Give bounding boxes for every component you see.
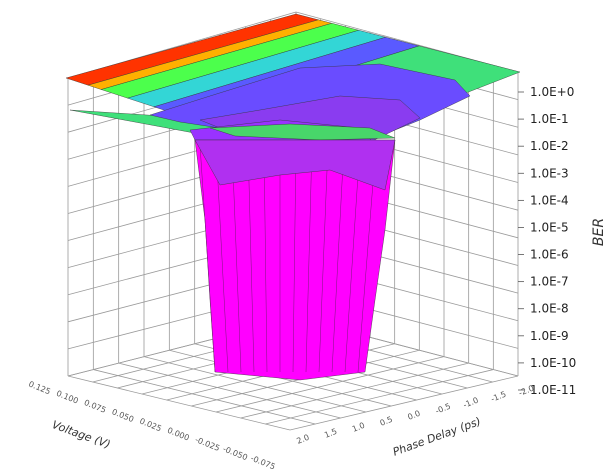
column-facet-line <box>344 144 361 373</box>
floor-grid-line <box>143 356 367 413</box>
z-tick-label: 1.0E-7 <box>530 275 569 289</box>
column-facet-line <box>199 144 216 373</box>
y-tick-label: 2.0 <box>295 433 310 446</box>
column-facet-line <box>318 144 329 373</box>
column-facet-line <box>331 144 345 373</box>
column-facet-line <box>215 144 229 373</box>
x-tick-label: -0.075 <box>249 454 276 469</box>
x-axis-label: Voltage (V) <box>50 418 112 451</box>
y-tick-label: 1.0 <box>351 421 366 434</box>
column-facet-line <box>305 144 313 373</box>
floor-grid-line <box>289 375 519 431</box>
funnel-lip <box>209 123 396 141</box>
z-tick-label: 1.0E-1 <box>530 112 569 126</box>
y-axis-label: Phase Delay (ps) <box>391 415 483 459</box>
z-tick-label: 1.0E-11 <box>530 383 576 397</box>
floor-grid-line <box>67 375 291 431</box>
x-tick-label: -0.025 <box>194 435 221 453</box>
column-facet-line <box>263 144 268 373</box>
column-facet-line <box>292 144 297 373</box>
y-tick-label: 0.5 <box>379 415 394 428</box>
z-axis-label: BER <box>591 218 607 246</box>
y-tick-label: 0.0 <box>406 409 421 422</box>
z-tick-label: 1.0E-8 <box>530 302 569 316</box>
z-tick-label: 1.0E-4 <box>530 193 569 207</box>
y-tick-label: 1.5 <box>323 427 338 440</box>
floor-grid-line <box>240 362 469 419</box>
z-tick-label: 1.0E-5 <box>530 220 569 234</box>
floor-grid-line <box>93 369 316 425</box>
z-tick-label: 1.0E-9 <box>530 329 569 343</box>
z-tick-label: 1.0E-3 <box>530 166 569 180</box>
z-tick-label: 1.0E-10 <box>530 356 576 370</box>
column-facet-line <box>247 144 255 373</box>
ber-surface <box>65 13 521 381</box>
x-tick-label: 0.100 <box>55 389 80 406</box>
z-tick-label: 1.0E+0 <box>530 85 574 99</box>
x-tick-label: 0.075 <box>83 398 108 415</box>
z-axis-ticks: 1.0E+0 1.0E-1 1.0E-2 1.0E-3 1.0E-4 1.0E-5 1.0E… <box>518 85 576 397</box>
x-tick-label: 0.050 <box>111 407 136 424</box>
floor-grid-line <box>118 362 341 419</box>
y-tick-label: -1.5 <box>490 390 508 404</box>
floor-grid-line <box>265 369 494 425</box>
column-shade <box>194 139 396 191</box>
y-tick-label: -0.5 <box>434 402 452 416</box>
x-tick-label: 0.000 <box>166 426 191 443</box>
x-tick-label: -0.050 <box>222 444 249 462</box>
y-axis-ticks: 2.0 1.5 1.0 0.5 0.0 -0.5 -1.0 -1.5 -2.0 <box>295 384 535 446</box>
z-tick-label: 1.0E-6 <box>530 248 569 262</box>
x-tick-label: 0.125 <box>27 380 52 397</box>
z-tick-label: 1.0E-2 <box>530 139 569 153</box>
x-tick-label: 0.025 <box>138 417 163 434</box>
floor-grid-line <box>215 356 445 413</box>
y-tick-label: -1.0 <box>462 396 480 410</box>
